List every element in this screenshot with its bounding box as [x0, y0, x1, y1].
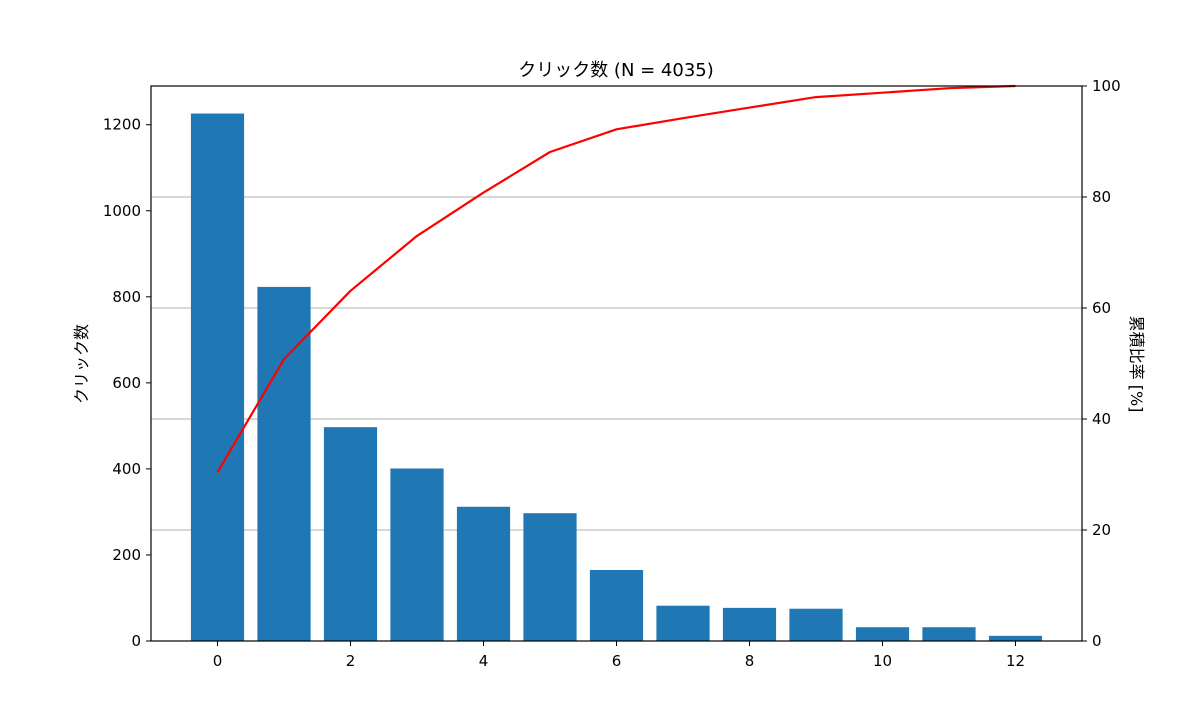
cumulative-line-series — [216, 84, 1016, 473]
y-tick-label: 1200 — [103, 116, 141, 134]
y-tick-label: 1000 — [103, 202, 141, 220]
y-tick-label: 400 — [112, 460, 141, 478]
x-tick-label: 12 — [1006, 652, 1025, 670]
bar — [789, 608, 843, 641]
x-tick-label: 6 — [612, 652, 622, 670]
y-axis-ticks: 0 200 400 600 800 1000 1200 — [103, 116, 151, 650]
y2-tick-label: 40 — [1092, 410, 1111, 428]
bar — [456, 506, 511, 641]
bar — [988, 635, 1043, 641]
bar — [855, 627, 910, 641]
x-tick-label: 4 — [479, 652, 489, 670]
bar — [589, 570, 644, 641]
x-tick-label: 10 — [873, 652, 892, 670]
bar — [722, 607, 777, 641]
y2-tick-label: 100 — [1092, 77, 1121, 95]
y2-axis-label: 累積比率 [%] — [1127, 316, 1146, 413]
chart-title: クリック数 (N = 4035) — [518, 60, 714, 81]
cumulative-line — [216, 84, 1016, 473]
y-tick-label: 800 — [112, 288, 141, 306]
y-tick-label: 200 — [112, 546, 141, 564]
y2-axis-ticks: 0 20 40 60 80 100 — [1082, 77, 1121, 650]
bar — [523, 513, 577, 641]
bar — [323, 427, 378, 641]
bar — [190, 113, 245, 641]
y2-tick-label: 60 — [1092, 299, 1111, 317]
y-tick-label: 0 — [131, 632, 141, 650]
bar — [922, 627, 976, 641]
y2-tick-label: 20 — [1092, 521, 1111, 539]
y-axis-label: クリック数 — [72, 324, 91, 404]
x-tick-label: 0 — [213, 652, 223, 670]
bar — [656, 605, 710, 641]
y-tick-label: 600 — [112, 374, 141, 392]
y2-tick-label: 0 — [1092, 632, 1102, 650]
y2-tick-label: 80 — [1092, 188, 1111, 206]
x-tick-label: 2 — [346, 652, 356, 670]
bar-series — [190, 113, 1043, 641]
x-axis-ticks: 0 2 4 6 8 10 12 — [213, 641, 1025, 670]
x-tick-label: 8 — [745, 652, 755, 670]
bar — [390, 468, 444, 641]
bar — [257, 286, 311, 641]
